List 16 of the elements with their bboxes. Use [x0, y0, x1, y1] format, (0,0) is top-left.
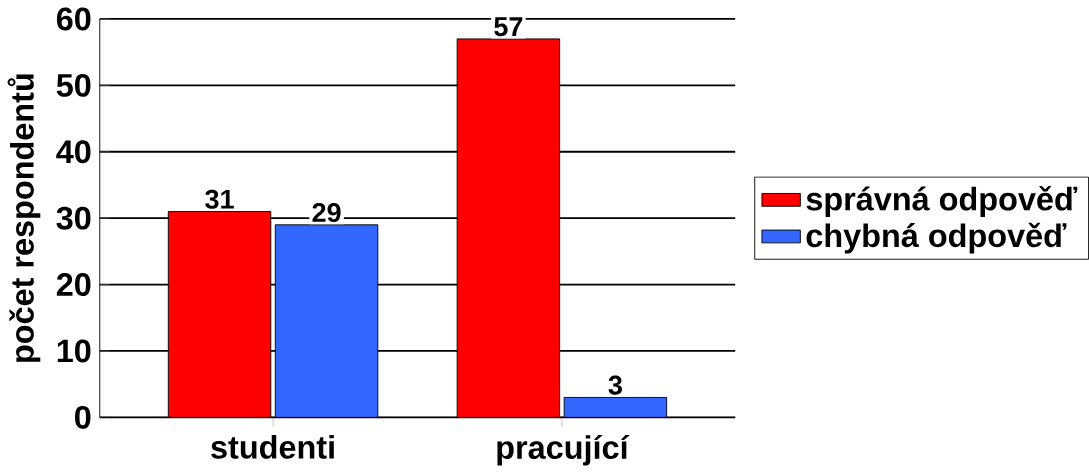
y-tick-label: 60 [56, 7, 91, 31]
y-tick-label: 0 [75, 405, 91, 429]
y-tick-label: 30 [56, 206, 91, 230]
y-tick-label: 40 [56, 140, 91, 164]
legend-label: správná odpověď [806, 186, 1078, 218]
y-tick-label: 50 [56, 73, 91, 97]
data-label: 3 [608, 375, 622, 395]
y-axis-title: počet respondentů [7, 74, 41, 362]
x-tick-label: studenti [211, 434, 334, 459]
legend-label: chybná odpověď [806, 222, 1067, 254]
data-label: 31 [205, 189, 234, 209]
y-tick-label: 20 [56, 273, 91, 297]
data-label: 29 [312, 203, 341, 223]
data-label: 57 [494, 17, 523, 37]
x-tick-label: pracující [497, 434, 630, 466]
y-tick-label: 10 [57, 339, 91, 363]
